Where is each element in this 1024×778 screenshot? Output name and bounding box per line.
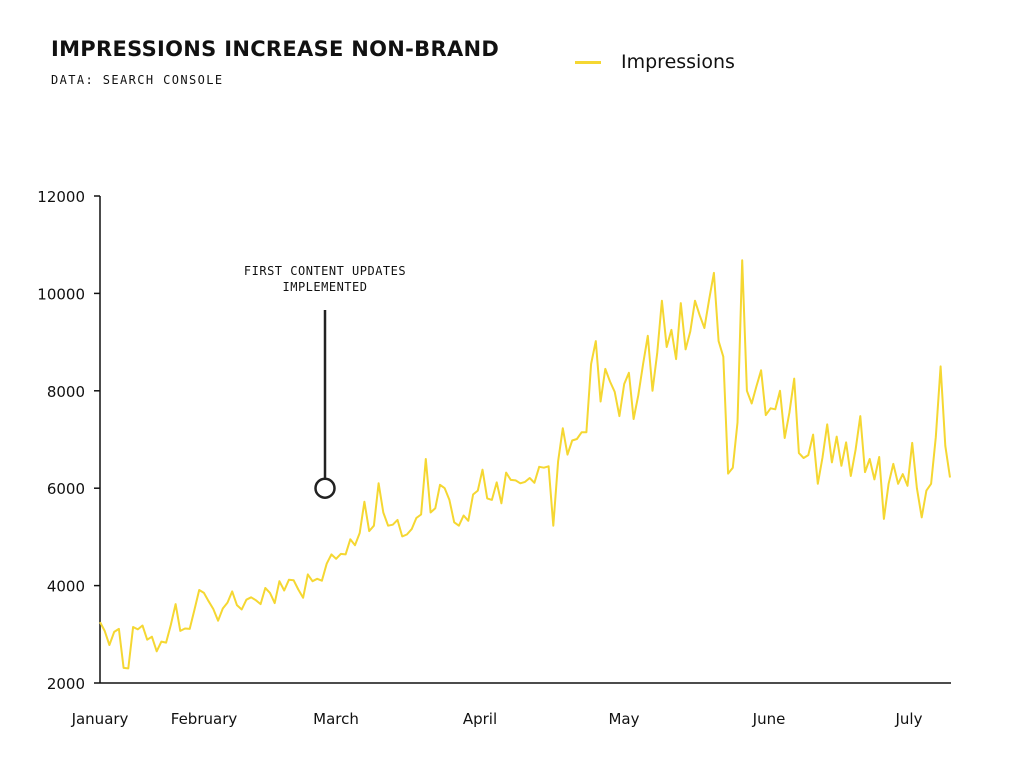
y-tick-label: 12000 (37, 188, 85, 206)
legend-label-impressions: Impressions (621, 51, 735, 73)
series-line-impressions (99, 259, 951, 670)
x-tick-label: January (71, 710, 129, 728)
annotation-text: FIRST CONTENT UPDATES (244, 264, 406, 278)
annotation-marker (314, 477, 336, 499)
chart-title: IMPRESSIONS INCREASE NON-BRAND (51, 37, 500, 61)
x-tick-label: April (463, 710, 497, 728)
x-tick-label: July (895, 710, 923, 728)
x-tick-label: June (752, 710, 786, 728)
legend-swatch-impressions (575, 60, 601, 64)
y-tick-label: 6000 (47, 480, 85, 498)
y-tick-label: 10000 (37, 285, 85, 303)
y-tick-label: 2000 (47, 675, 85, 693)
legend: Impressions (575, 51, 735, 73)
y-tick-label: 4000 (47, 578, 85, 596)
annotation-text: IMPLEMENTED (283, 280, 368, 294)
x-tick-label: March (313, 710, 359, 728)
x-tick-label: May (608, 710, 639, 728)
y-tick-label: 8000 (47, 383, 85, 401)
chart-subtitle: DATA: SEARCH CONSOLE (51, 73, 224, 87)
x-tick-label: February (171, 710, 238, 728)
